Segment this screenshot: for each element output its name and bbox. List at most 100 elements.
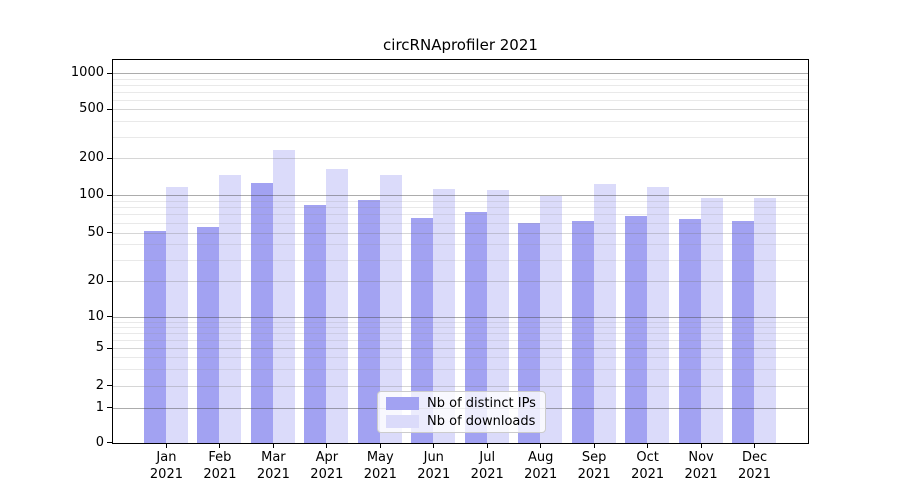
y-tick-2 <box>107 385 112 387</box>
y-tick-label-500: 500 <box>79 101 104 117</box>
bar-nb-of-downloads-oct-2021 <box>647 186 670 443</box>
bar-nb-of-downloads-jun-2021 <box>433 188 456 443</box>
bar-nb-of-distinct-ips-sep-2021 <box>571 221 594 443</box>
y-tick-1 <box>107 407 112 409</box>
gridline-y-600 <box>113 99 808 101</box>
bar-nb-of-downloads-mar-2021 <box>272 150 295 443</box>
y-tick-label-50: 50 <box>87 224 104 240</box>
bar-nb-of-downloads-jan-2021 <box>165 187 188 443</box>
gridline-y-400 <box>113 121 808 123</box>
legend-swatch-nb-of-distinct-ips <box>386 396 419 410</box>
y-tick-label-0: 0 <box>95 434 104 450</box>
gridline-y-20 <box>113 281 808 282</box>
bar-nb-of-downloads-sep-2021 <box>593 184 616 443</box>
gridline-y-50 <box>113 232 808 234</box>
gridline-y-8 <box>113 326 808 328</box>
bar-nb-of-distinct-ips-oct-2021 <box>625 215 648 443</box>
x-tick-may-2021 <box>379 443 381 448</box>
gridline-y-800 <box>113 84 808 86</box>
x-tick-label-apr-2021: Apr 2021 <box>310 450 344 482</box>
bar-nb-of-distinct-ips-mar-2021 <box>250 183 273 443</box>
x-tick-mar-2021 <box>272 443 274 448</box>
y-tick-100 <box>107 194 112 196</box>
gridline-y-30 <box>113 259 808 261</box>
bar-nb-of-distinct-ips-feb-2021 <box>197 226 220 443</box>
y-tick-label-5: 5 <box>95 340 104 356</box>
gridline-y-90 <box>113 200 808 202</box>
x-tick-label-dec-2021: Dec 2021 <box>737 450 772 482</box>
x-tick-apr-2021 <box>326 443 328 448</box>
bar-nb-of-downloads-jul-2021 <box>486 189 509 443</box>
bar-nb-of-distinct-ips-jun-2021 <box>411 217 434 443</box>
gridline-y-100 <box>113 195 808 196</box>
y-tick-20 <box>107 280 112 282</box>
legend-label-nb-of-distinct-ips: Nb of distinct IPs <box>427 395 536 411</box>
x-tick-label-nov-2021: Nov 2021 <box>684 450 718 482</box>
y-tick-200 <box>107 157 112 159</box>
bar-nb-of-distinct-ips-apr-2021 <box>304 205 327 443</box>
legend: Nb of distinct IPs Nb of downloads <box>377 391 546 433</box>
y-tick-label-1000: 1000 <box>70 65 104 81</box>
x-tick-sep-2021 <box>593 443 595 448</box>
x-tick-jan-2021 <box>165 443 167 448</box>
bar-nb-of-distinct-ips-nov-2021 <box>678 219 701 443</box>
bar-nb-of-downloads-may-2021 <box>379 174 402 443</box>
gridline-y-40 <box>113 244 808 246</box>
y-tick-label-20: 20 <box>87 273 104 288</box>
bar-nb-of-downloads-apr-2021 <box>326 168 349 443</box>
gridline-y-6 <box>113 339 808 341</box>
chart-title: circRNAprofiler 2021 <box>383 36 538 54</box>
x-tick-dec-2021 <box>754 443 756 448</box>
bar-nb-of-distinct-ips-aug-2021 <box>518 222 541 443</box>
bar-nb-of-distinct-ips-may-2021 <box>357 200 380 443</box>
x-tick-label-oct-2021: Oct 2021 <box>631 450 665 482</box>
gridline-y-500 <box>113 109 808 111</box>
y-tick-0 <box>107 442 112 444</box>
y-tick-label-100: 100 <box>79 187 104 202</box>
x-tick-label-jul-2021: Jul 2021 <box>470 450 504 482</box>
x-tick-aug-2021 <box>540 443 542 448</box>
y-tick-50 <box>107 232 112 234</box>
x-tick-label-mar-2021: Mar 2021 <box>256 450 290 482</box>
y-tick-5 <box>107 347 112 349</box>
legend-row-nb-of-distinct-ips: Nb of distinct IPs <box>386 396 537 411</box>
bar-nb-of-downloads-aug-2021 <box>540 195 563 443</box>
gridline-y-900 <box>113 78 808 80</box>
gridline-y-1000 <box>113 73 808 75</box>
bar-nb-of-distinct-ips-dec-2021 <box>732 221 755 443</box>
gridline-y-10 <box>113 316 808 318</box>
gridline-y-700 <box>113 91 808 93</box>
gridline-y-2 <box>113 385 808 387</box>
legend-swatch-nb-of-downloads <box>386 414 419 428</box>
gridline-y-70 <box>113 214 808 216</box>
y-tick-500 <box>107 108 112 110</box>
bar-nb-of-downloads-dec-2021 <box>754 197 777 443</box>
legend-row-nb-of-downloads: Nb of downloads <box>386 414 537 429</box>
bar-nb-of-distinct-ips-jan-2021 <box>143 230 166 443</box>
y-tick-label-1: 1 <box>95 399 104 415</box>
bar-nb-of-distinct-ips-jul-2021 <box>464 212 487 443</box>
gridline-y-7 <box>113 332 808 334</box>
x-tick-label-may-2021: May 2021 <box>363 450 397 482</box>
bar-nb-of-downloads-feb-2021 <box>219 174 242 443</box>
x-tick-label-jun-2021: Jun 2021 <box>417 450 451 482</box>
y-tick-label-200: 200 <box>79 150 104 166</box>
gridline-y-60 <box>113 222 808 224</box>
gridline-y-9 <box>113 321 808 323</box>
gridline-y-200 <box>113 158 808 160</box>
x-tick-jun-2021 <box>433 443 435 448</box>
gridline-y-4 <box>113 357 808 359</box>
x-tick-label-jan-2021: Jan 2021 <box>149 450 183 482</box>
gridline-y-5 <box>113 348 808 350</box>
x-tick-nov-2021 <box>700 443 702 448</box>
gridline-y-3 <box>113 369 808 371</box>
y-tick-10 <box>107 316 112 318</box>
y-tick-label-2: 2 <box>95 377 104 393</box>
x-tick-label-feb-2021: Feb 2021 <box>203 450 237 482</box>
legend-label-nb-of-downloads: Nb of downloads <box>427 413 536 429</box>
gridline-y-80 <box>113 207 808 209</box>
x-tick-label-sep-2021: Sep 2021 <box>577 450 611 482</box>
x-tick-oct-2021 <box>647 443 649 448</box>
gridline-y-300 <box>113 136 808 138</box>
